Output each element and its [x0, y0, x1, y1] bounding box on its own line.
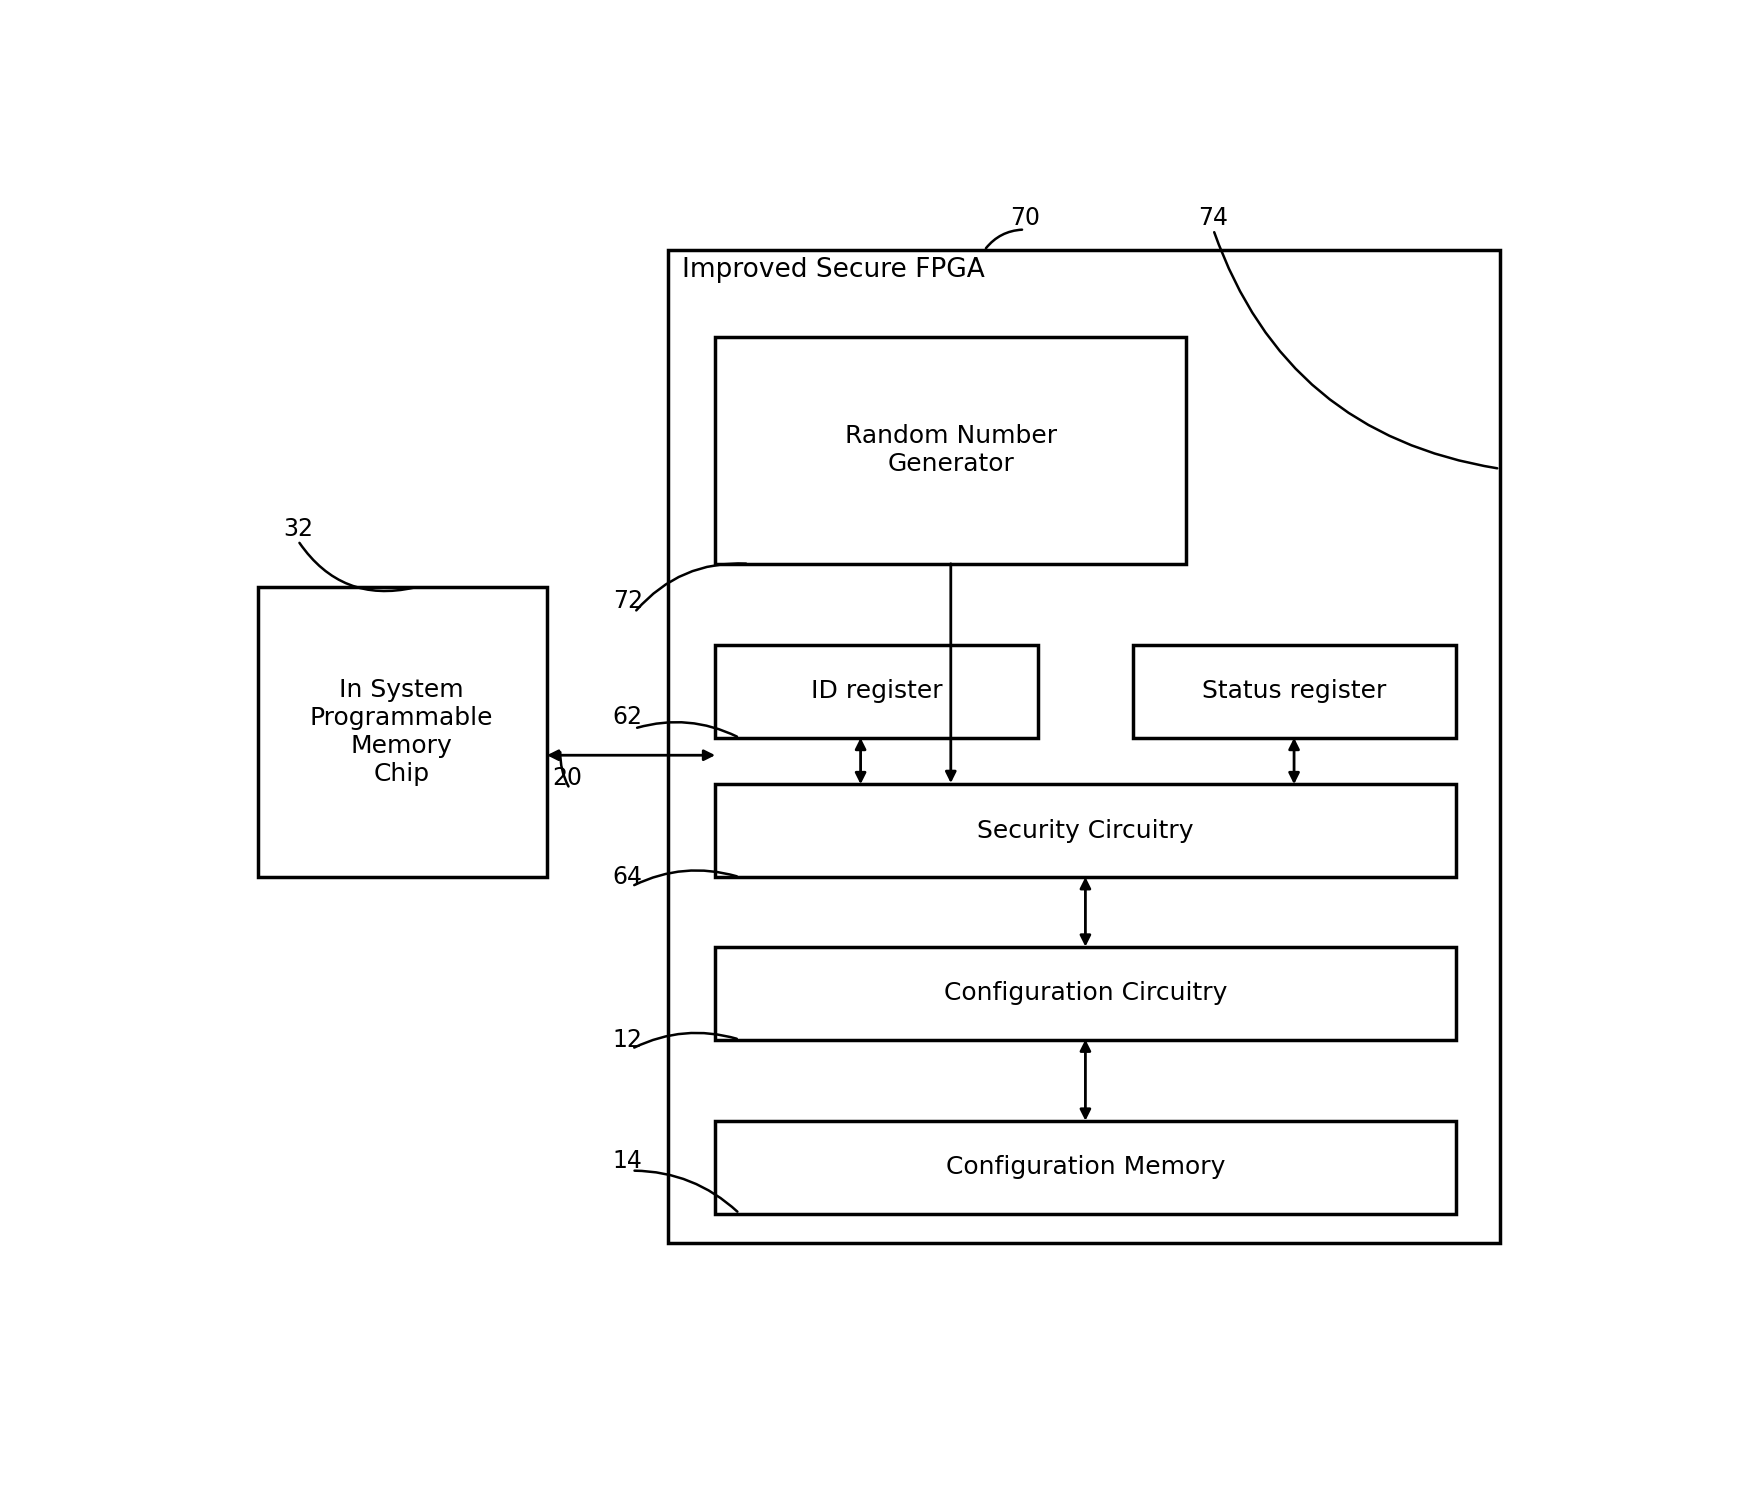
Bar	[716, 784, 1456, 877]
Text: 62: 62	[613, 705, 643, 729]
Text: In System
Programmable
Memory
Chip: In System Programmable Memory Chip	[309, 678, 493, 785]
Text: Improved Secure FPGA: Improved Secure FPGA	[681, 258, 985, 283]
Text: 74: 74	[1199, 206, 1228, 231]
Bar	[716, 338, 1186, 564]
Text: Configuration Circuitry: Configuration Circuitry	[943, 981, 1226, 1005]
Text: ID register: ID register	[811, 680, 943, 704]
Bar	[669, 250, 1501, 1243]
Bar	[716, 946, 1456, 1040]
Text: 64: 64	[613, 865, 643, 889]
Text: 32: 32	[283, 517, 313, 541]
Bar	[716, 1121, 1456, 1213]
Text: Status register: Status register	[1202, 680, 1386, 704]
Text: 14: 14	[613, 1150, 643, 1174]
Text: 12: 12	[613, 1028, 643, 1052]
Text: Configuration Memory: Configuration Memory	[945, 1156, 1225, 1178]
Text: Random Number
Generator: Random Number Generator	[844, 423, 1056, 476]
Text: 70: 70	[1009, 206, 1040, 231]
Bar	[257, 586, 547, 877]
Text: 20: 20	[552, 767, 582, 791]
Bar	[1133, 645, 1456, 738]
Bar	[716, 645, 1039, 738]
Text: 72: 72	[613, 589, 643, 613]
Text: Security Circuitry: Security Circuitry	[978, 818, 1193, 842]
